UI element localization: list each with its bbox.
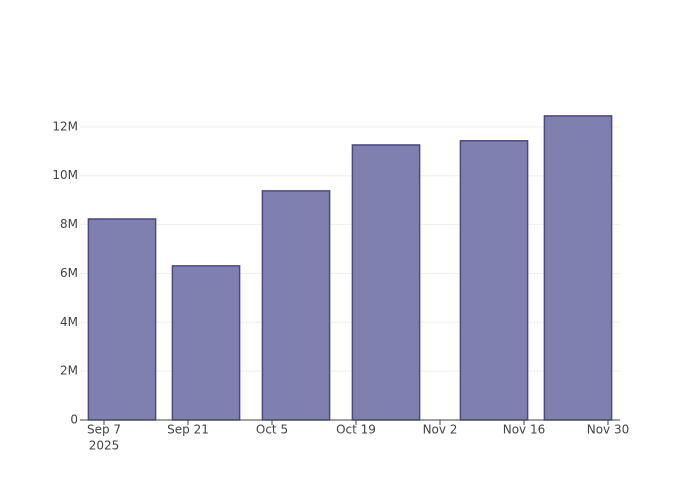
y-tick-label: 4M — [60, 315, 78, 329]
bar — [171, 265, 241, 421]
x-tick-label: Oct 19 — [336, 423, 376, 437]
bar — [87, 218, 157, 421]
bar — [459, 140, 529, 421]
x-tick-label: Oct 5 — [256, 423, 288, 437]
y-tick-label: 2M — [60, 364, 78, 378]
x-tick-label: Nov 30 — [587, 423, 630, 437]
x-tick-sublabel: 2025 — [89, 439, 120, 453]
x-tick-label: Nov 16 — [503, 423, 546, 437]
y-tick-label: 10M — [52, 168, 78, 182]
bar — [543, 115, 613, 421]
y-tick-label: 6M — [60, 266, 78, 280]
y-tick-label: 12M — [52, 119, 78, 133]
x-tick-label: Sep 21 — [167, 423, 209, 437]
bar — [261, 190, 331, 421]
y-tick-label: 0 — [70, 413, 78, 427]
bar — [351, 144, 421, 421]
x-tick-label: Sep 7 — [87, 423, 121, 437]
y-tick-label: 8M — [60, 217, 78, 231]
x-tick-label: Nov 2 — [423, 423, 458, 437]
